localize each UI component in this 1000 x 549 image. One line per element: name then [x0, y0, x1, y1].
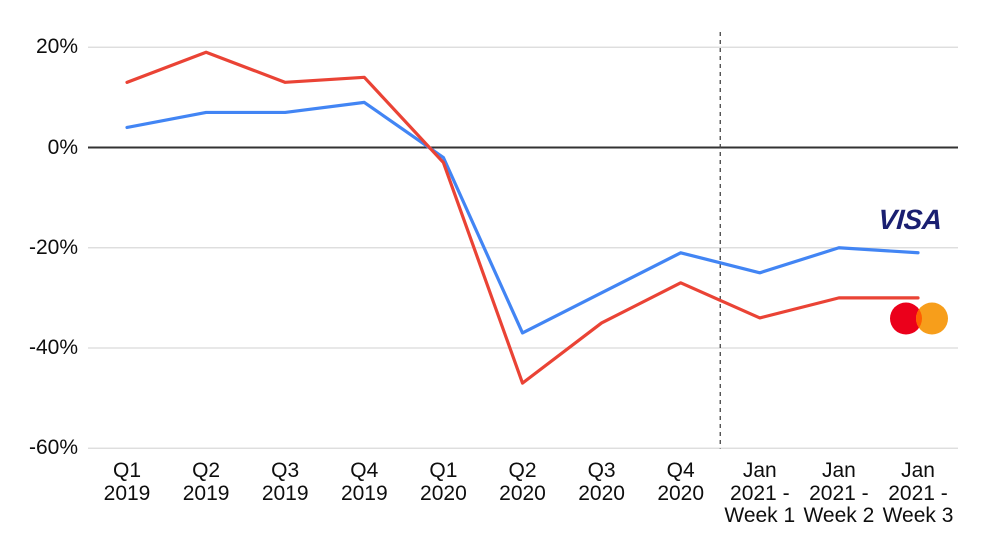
x-tick-label: Q3 2019 — [261, 459, 309, 505]
x-tick-label: Q4 2020 — [657, 459, 705, 505]
x-tick-label: Q2 2020 — [499, 459, 546, 505]
x-tick-label: Q4 2019 — [340, 459, 388, 505]
x-tick-label: Jan 2021 - Week 3 — [882, 459, 954, 527]
y-tick-label: 0% — [47, 135, 78, 159]
visa-series-line — [125, 100, 920, 335]
x-tick-label: Jan 2021 - Week 2 — [803, 459, 875, 527]
x-tick-label: Jan 2021 - Week 1 — [724, 459, 796, 527]
mastercard-logo — [890, 302, 948, 335]
visa-logo: VISA — [877, 204, 943, 235]
mastercard-red-circle — [890, 302, 922, 335]
mastercard-series-line — [125, 50, 920, 385]
x-tick-label: Q1 2020 — [420, 459, 467, 505]
y-tick-label: -60% — [28, 436, 78, 460]
y-tick-label: -40% — [28, 336, 78, 359]
y-tick-label: -20% — [28, 235, 78, 259]
mastercard-orange-circle — [916, 302, 948, 335]
x-tick-label: Q3 2020 — [578, 459, 625, 505]
x-tick-label: Q2 2019 — [182, 459, 230, 505]
x-tick-label: Q1 2019 — [103, 459, 151, 505]
y-tick-label: 20% — [35, 35, 78, 59]
